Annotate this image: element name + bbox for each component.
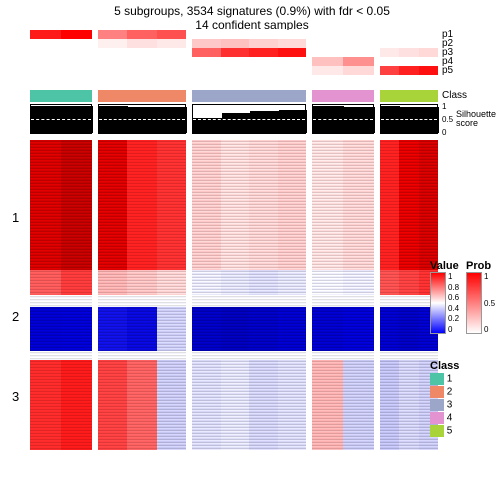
prob-cell <box>399 48 418 57</box>
prob-cell <box>157 48 186 57</box>
class-bar <box>192 90 306 102</box>
prob-cell <box>61 30 92 39</box>
prob-cell <box>98 66 127 75</box>
heatmap-group <box>30 140 92 450</box>
prob-cell <box>380 57 399 66</box>
class-bar <box>312 90 374 102</box>
prob-cell <box>278 57 307 66</box>
prob-cell <box>221 30 250 39</box>
prob-cell <box>98 48 127 57</box>
prob-cell <box>192 48 221 57</box>
prob-cell <box>30 48 61 57</box>
prob-cell <box>278 39 307 48</box>
prob-cell <box>399 66 418 75</box>
prob-cell <box>127 66 156 75</box>
prob-cell <box>312 39 343 48</box>
class-label: Class <box>442 90 467 101</box>
prob-cell <box>221 39 250 48</box>
prob-cell <box>399 39 418 48</box>
prob-cell <box>249 66 278 75</box>
prob-cell <box>249 57 278 66</box>
silhouette-box <box>312 104 374 134</box>
prob-cell <box>61 39 92 48</box>
prob-cell <box>249 48 278 57</box>
sil-tick: 0 <box>442 128 446 137</box>
prob-cell <box>98 39 127 48</box>
prob-cell <box>30 30 61 39</box>
prob-cell <box>98 30 127 39</box>
silhouette-box <box>30 104 92 134</box>
prob-cell <box>221 57 250 66</box>
prob-cell <box>380 66 399 75</box>
row-section-label: 1 <box>12 210 19 225</box>
prob-cell <box>278 66 307 75</box>
class-bar <box>98 90 186 102</box>
prob-cell <box>61 66 92 75</box>
prob-cell <box>157 30 186 39</box>
prob-legend: Prob 10.50 <box>466 260 495 334</box>
prob-cell <box>192 57 221 66</box>
row-section-label: 3 <box>12 389 19 404</box>
class-bar <box>380 90 438 102</box>
prob-cell <box>343 48 374 57</box>
prob-cell <box>249 30 278 39</box>
prob-cell <box>30 57 61 66</box>
prob-cell <box>192 30 221 39</box>
silhouette-box <box>380 104 438 134</box>
prob-cell <box>380 48 399 57</box>
prob-cell <box>343 57 374 66</box>
class-bar <box>30 90 92 102</box>
class-legend: Class 1 2 3 4 5 <box>430 360 459 438</box>
prob-cell <box>343 39 374 48</box>
row-section-label: 2 <box>12 309 19 324</box>
prob-cell <box>343 30 374 39</box>
prob-cell <box>127 30 156 39</box>
prob-cell <box>157 66 186 75</box>
title-line1: 5 subgroups, 3534 signatures (0.9%) with… <box>0 4 504 18</box>
prob-cell <box>278 30 307 39</box>
prob-cell <box>312 30 343 39</box>
prob-cell <box>98 57 127 66</box>
prob-cell <box>61 57 92 66</box>
sil-tick: 0.5 <box>442 115 453 124</box>
prob-cell <box>221 48 250 57</box>
prob-cell <box>127 39 156 48</box>
prob-cell <box>312 48 343 57</box>
prob-label: p5 <box>442 65 453 76</box>
prob-cell <box>312 57 343 66</box>
heatmap-group <box>192 140 306 450</box>
prob-cell <box>419 66 438 75</box>
prob-cell <box>192 39 221 48</box>
prob-cell <box>399 30 418 39</box>
prob-cell <box>399 57 418 66</box>
silhouette-box <box>192 104 306 134</box>
prob-cell <box>127 57 156 66</box>
prob-cell <box>380 30 399 39</box>
prob-cell <box>30 66 61 75</box>
value-legend: Value 10.80.60.40.20 <box>430 260 459 334</box>
heatmap-group <box>98 140 186 450</box>
prob-cell <box>419 39 438 48</box>
prob-cell <box>30 39 61 48</box>
prob-cell <box>157 39 186 48</box>
prob-cell <box>419 30 438 39</box>
prob-cell <box>192 66 221 75</box>
prob-cell <box>278 48 307 57</box>
sil-tick: 1 <box>442 102 446 111</box>
silhouette-label: Silhouette score <box>456 110 496 128</box>
prob-cell <box>249 39 278 48</box>
prob-cell <box>312 66 343 75</box>
heatmap-group <box>312 140 374 450</box>
prob-cell <box>419 48 438 57</box>
prob-cell <box>419 57 438 66</box>
prob-cell <box>343 66 374 75</box>
prob-cell <box>127 48 156 57</box>
prob-cell <box>61 48 92 57</box>
prob-cell <box>157 57 186 66</box>
silhouette-box <box>98 104 186 134</box>
prob-cell <box>221 66 250 75</box>
prob-cell <box>380 39 399 48</box>
